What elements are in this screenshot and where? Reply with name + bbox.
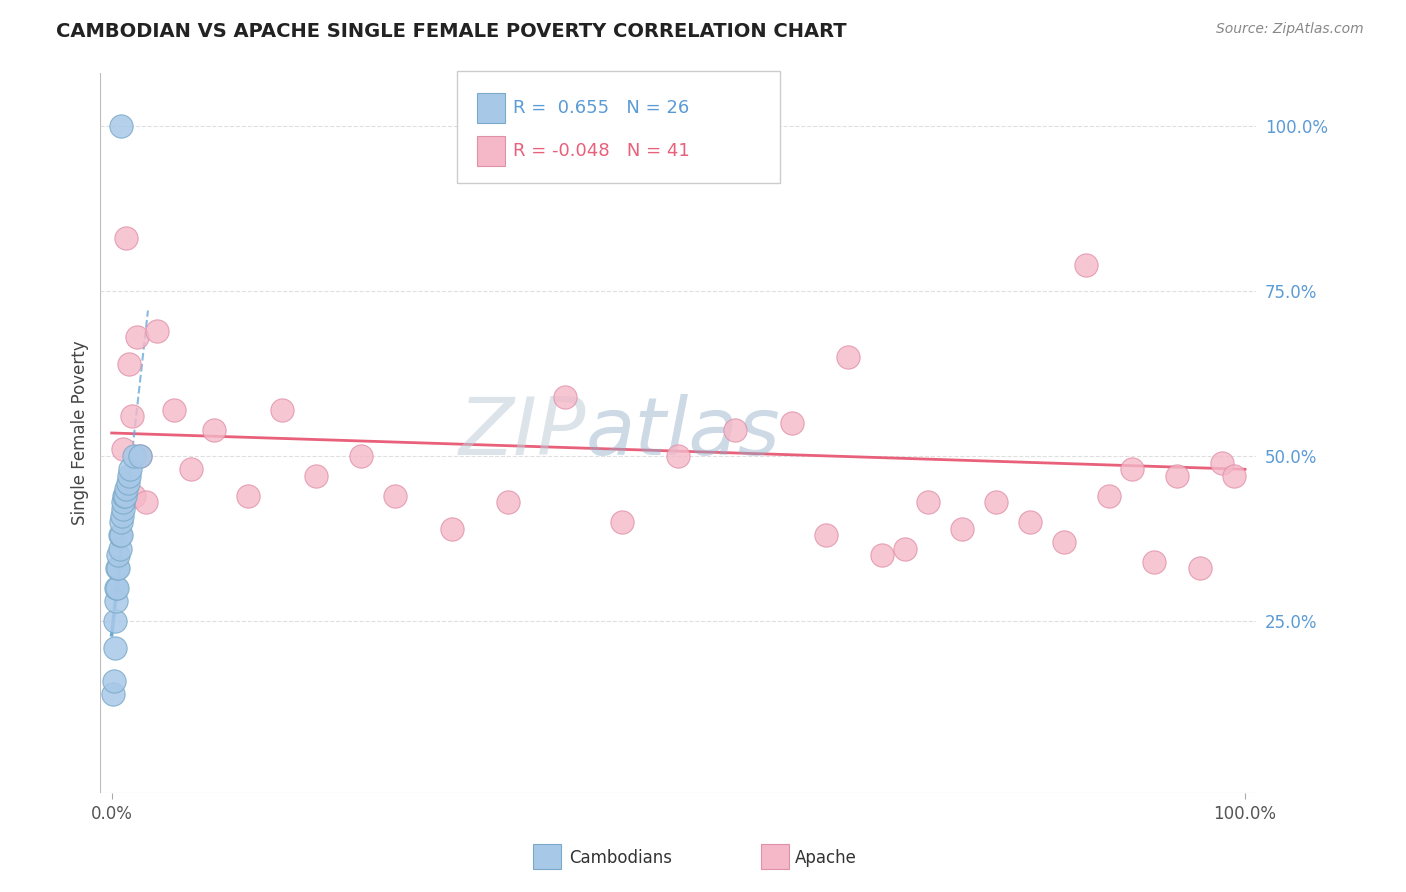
Point	[111, 502, 134, 516]
Point	[121, 409, 143, 424]
Point	[114, 489, 136, 503]
Point	[105, 561, 128, 575]
Text: Cambodians: Cambodians	[569, 849, 672, 867]
Point	[1121, 462, 1143, 476]
Point	[610, 515, 633, 529]
Point	[350, 449, 373, 463]
Point	[129, 449, 152, 463]
Point	[202, 423, 225, 437]
Point	[146, 324, 169, 338]
Point	[107, 561, 129, 575]
Text: Source: ZipAtlas.com: Source: ZipAtlas.com	[1216, 22, 1364, 37]
Point	[1018, 515, 1040, 529]
Point	[1188, 561, 1211, 575]
Point	[104, 614, 127, 628]
Point	[108, 528, 131, 542]
Point	[1053, 535, 1076, 549]
Point	[115, 231, 138, 245]
Point	[110, 515, 132, 529]
Point	[129, 449, 152, 463]
Point	[105, 581, 128, 595]
Point	[117, 475, 139, 490]
Point	[236, 489, 259, 503]
Point	[917, 495, 939, 509]
Point	[115, 482, 138, 496]
Point	[135, 495, 157, 509]
Text: R =  0.655   N = 26: R = 0.655 N = 26	[513, 99, 689, 117]
Point	[894, 541, 917, 556]
Point	[105, 581, 128, 595]
Point	[111, 442, 134, 457]
Text: Apache: Apache	[794, 849, 856, 867]
Point	[1076, 258, 1098, 272]
Point	[1098, 489, 1121, 503]
Text: ZIP: ZIP	[458, 394, 586, 472]
Text: atlas: atlas	[586, 394, 780, 472]
Point	[1166, 469, 1188, 483]
Point	[105, 594, 128, 608]
Y-axis label: Single Female Poverty: Single Female Poverty	[72, 341, 89, 525]
Point	[872, 548, 894, 562]
Point	[554, 390, 576, 404]
Point	[180, 462, 202, 476]
Point	[103, 673, 125, 688]
Point	[118, 462, 141, 476]
Point	[724, 423, 747, 437]
Point	[305, 469, 328, 483]
Point	[780, 416, 803, 430]
Point	[124, 449, 146, 463]
Point	[666, 449, 689, 463]
Point	[440, 522, 463, 536]
Point	[1143, 555, 1166, 569]
Point	[984, 495, 1007, 509]
Point	[814, 528, 837, 542]
Point	[112, 489, 135, 503]
Point	[118, 469, 141, 483]
Point	[111, 508, 134, 523]
Point	[110, 528, 132, 542]
Point	[163, 402, 186, 417]
Point	[118, 357, 141, 371]
Text: CAMBODIAN VS APACHE SINGLE FEMALE POVERTY CORRELATION CHART: CAMBODIAN VS APACHE SINGLE FEMALE POVERT…	[56, 22, 846, 41]
Point	[950, 522, 973, 536]
Point	[101, 687, 124, 701]
Point	[124, 489, 146, 503]
Point	[108, 541, 131, 556]
Point	[111, 495, 134, 509]
Point	[837, 350, 859, 364]
Point	[1211, 456, 1233, 470]
Point	[110, 119, 132, 133]
Point	[498, 495, 520, 509]
Point	[107, 548, 129, 562]
Point	[104, 640, 127, 655]
Point	[384, 489, 406, 503]
Text: R = -0.048   N = 41: R = -0.048 N = 41	[513, 142, 690, 160]
Point	[270, 402, 292, 417]
Point	[1222, 469, 1244, 483]
Point	[125, 330, 148, 344]
